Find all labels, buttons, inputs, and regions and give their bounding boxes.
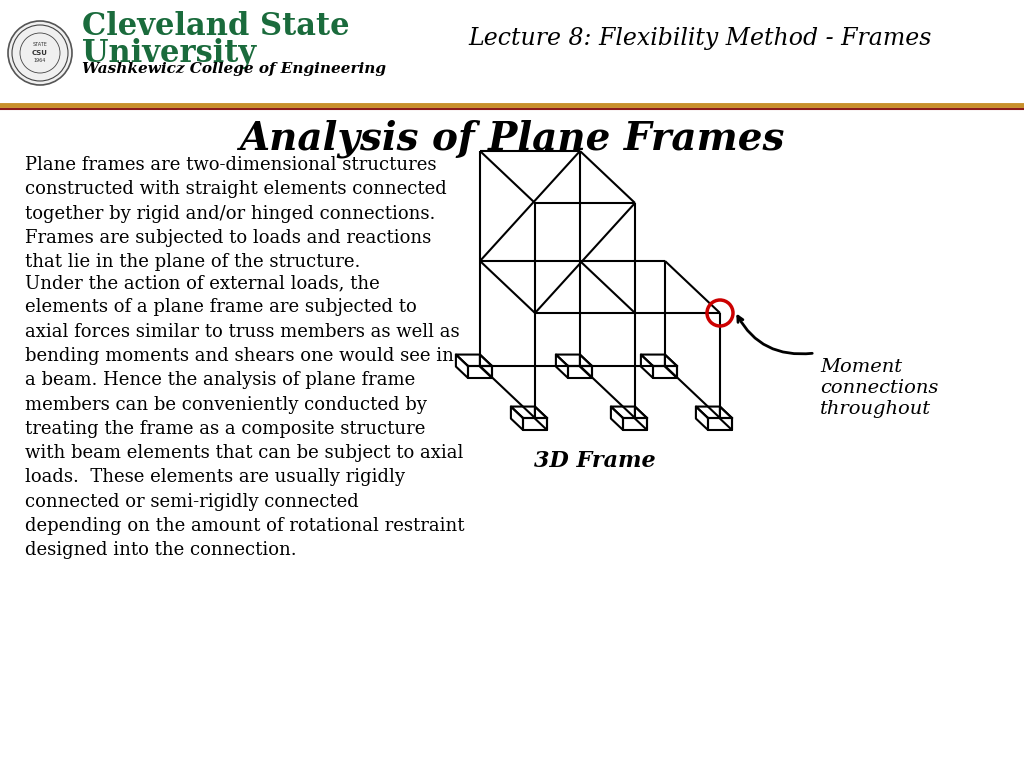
Text: Moment
connections
throughout: Moment connections throughout <box>820 358 938 418</box>
Text: Under the action of external loads, the
elements of a plane frame are subjected : Under the action of external loads, the … <box>25 274 465 559</box>
Circle shape <box>8 21 72 85</box>
Text: Washkewicz College of Engineering: Washkewicz College of Engineering <box>82 62 386 76</box>
Text: Analysis of Plane Frames: Analysis of Plane Frames <box>240 120 784 158</box>
Text: Lecture 8: Flexibility Method - Frames: Lecture 8: Flexibility Method - Frames <box>468 27 932 49</box>
Text: Plane frames are two-dimensional structures
constructed with straight elements c: Plane frames are two-dimensional structu… <box>25 156 446 271</box>
Text: 3D Frame: 3D Frame <box>535 450 655 472</box>
Text: Cleveland State: Cleveland State <box>82 11 349 42</box>
Text: 1964: 1964 <box>34 58 46 64</box>
Text: CSU: CSU <box>32 50 48 56</box>
Text: STATE: STATE <box>33 42 47 48</box>
Text: University: University <box>82 38 256 69</box>
